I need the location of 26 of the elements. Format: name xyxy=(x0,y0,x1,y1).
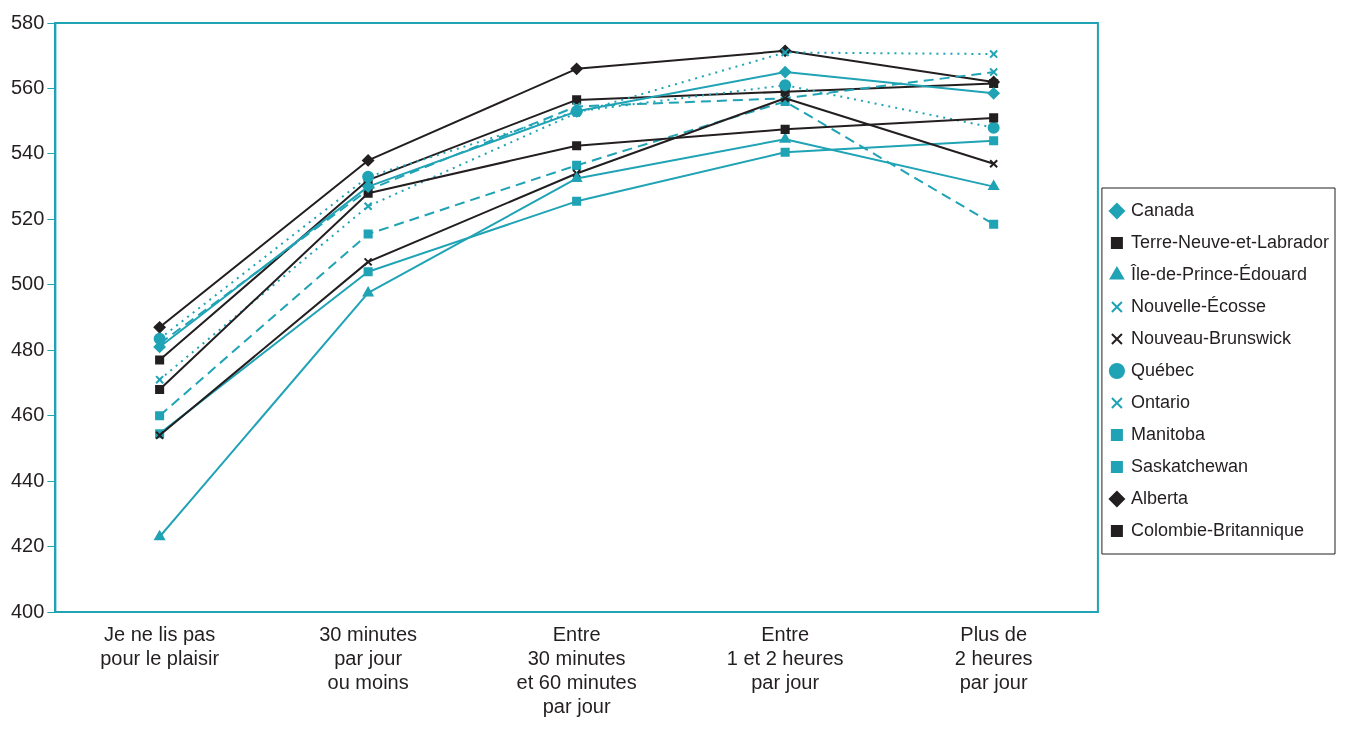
y-tick-label: 540 xyxy=(10,141,45,164)
y-tick-label: 580 xyxy=(10,10,45,33)
legend-label: Terre-Neuve-et-Labrador xyxy=(1130,231,1330,252)
legend-label: Île-de-Prince-Édouard xyxy=(1129,263,1308,284)
y-tick-label: 520 xyxy=(10,206,45,229)
legend-label: Saskatchewan xyxy=(1130,455,1248,476)
y-tick-label: 480 xyxy=(10,337,45,360)
y-tick-label: 560 xyxy=(10,75,45,98)
y-tick-label: 400 xyxy=(10,599,45,622)
y-tick-label: 460 xyxy=(10,403,45,426)
legend-label: Alberta xyxy=(1130,487,1189,508)
x-tick-label: 30 minutes par jour ou moins xyxy=(319,622,418,693)
y-tick-label: 440 xyxy=(10,468,45,491)
legend-label: Québec xyxy=(1130,359,1194,380)
x-tick-label: Plus de 2 heures par jour xyxy=(954,622,1033,693)
legend-label: Ontario xyxy=(1130,391,1190,412)
legend-label: Canada xyxy=(1130,199,1195,220)
y-tick-label: 420 xyxy=(10,534,45,557)
legend-label: Nouveau-Brunswick xyxy=(1130,327,1292,348)
legend-label: Nouvelle-Écosse xyxy=(1130,295,1266,316)
y-tick-label: 500 xyxy=(10,272,45,295)
x-tick-label: Entre 30 minutes et 60 minutes par jour xyxy=(516,622,637,717)
legend-label: Colombie-Britannique xyxy=(1130,519,1305,540)
x-tick-label: Je ne lis pas pour le plaisir xyxy=(100,622,220,669)
x-tick-label: Entre 1 et 2 heures par jour xyxy=(726,622,844,693)
legend-label: Manitoba xyxy=(1130,423,1206,444)
